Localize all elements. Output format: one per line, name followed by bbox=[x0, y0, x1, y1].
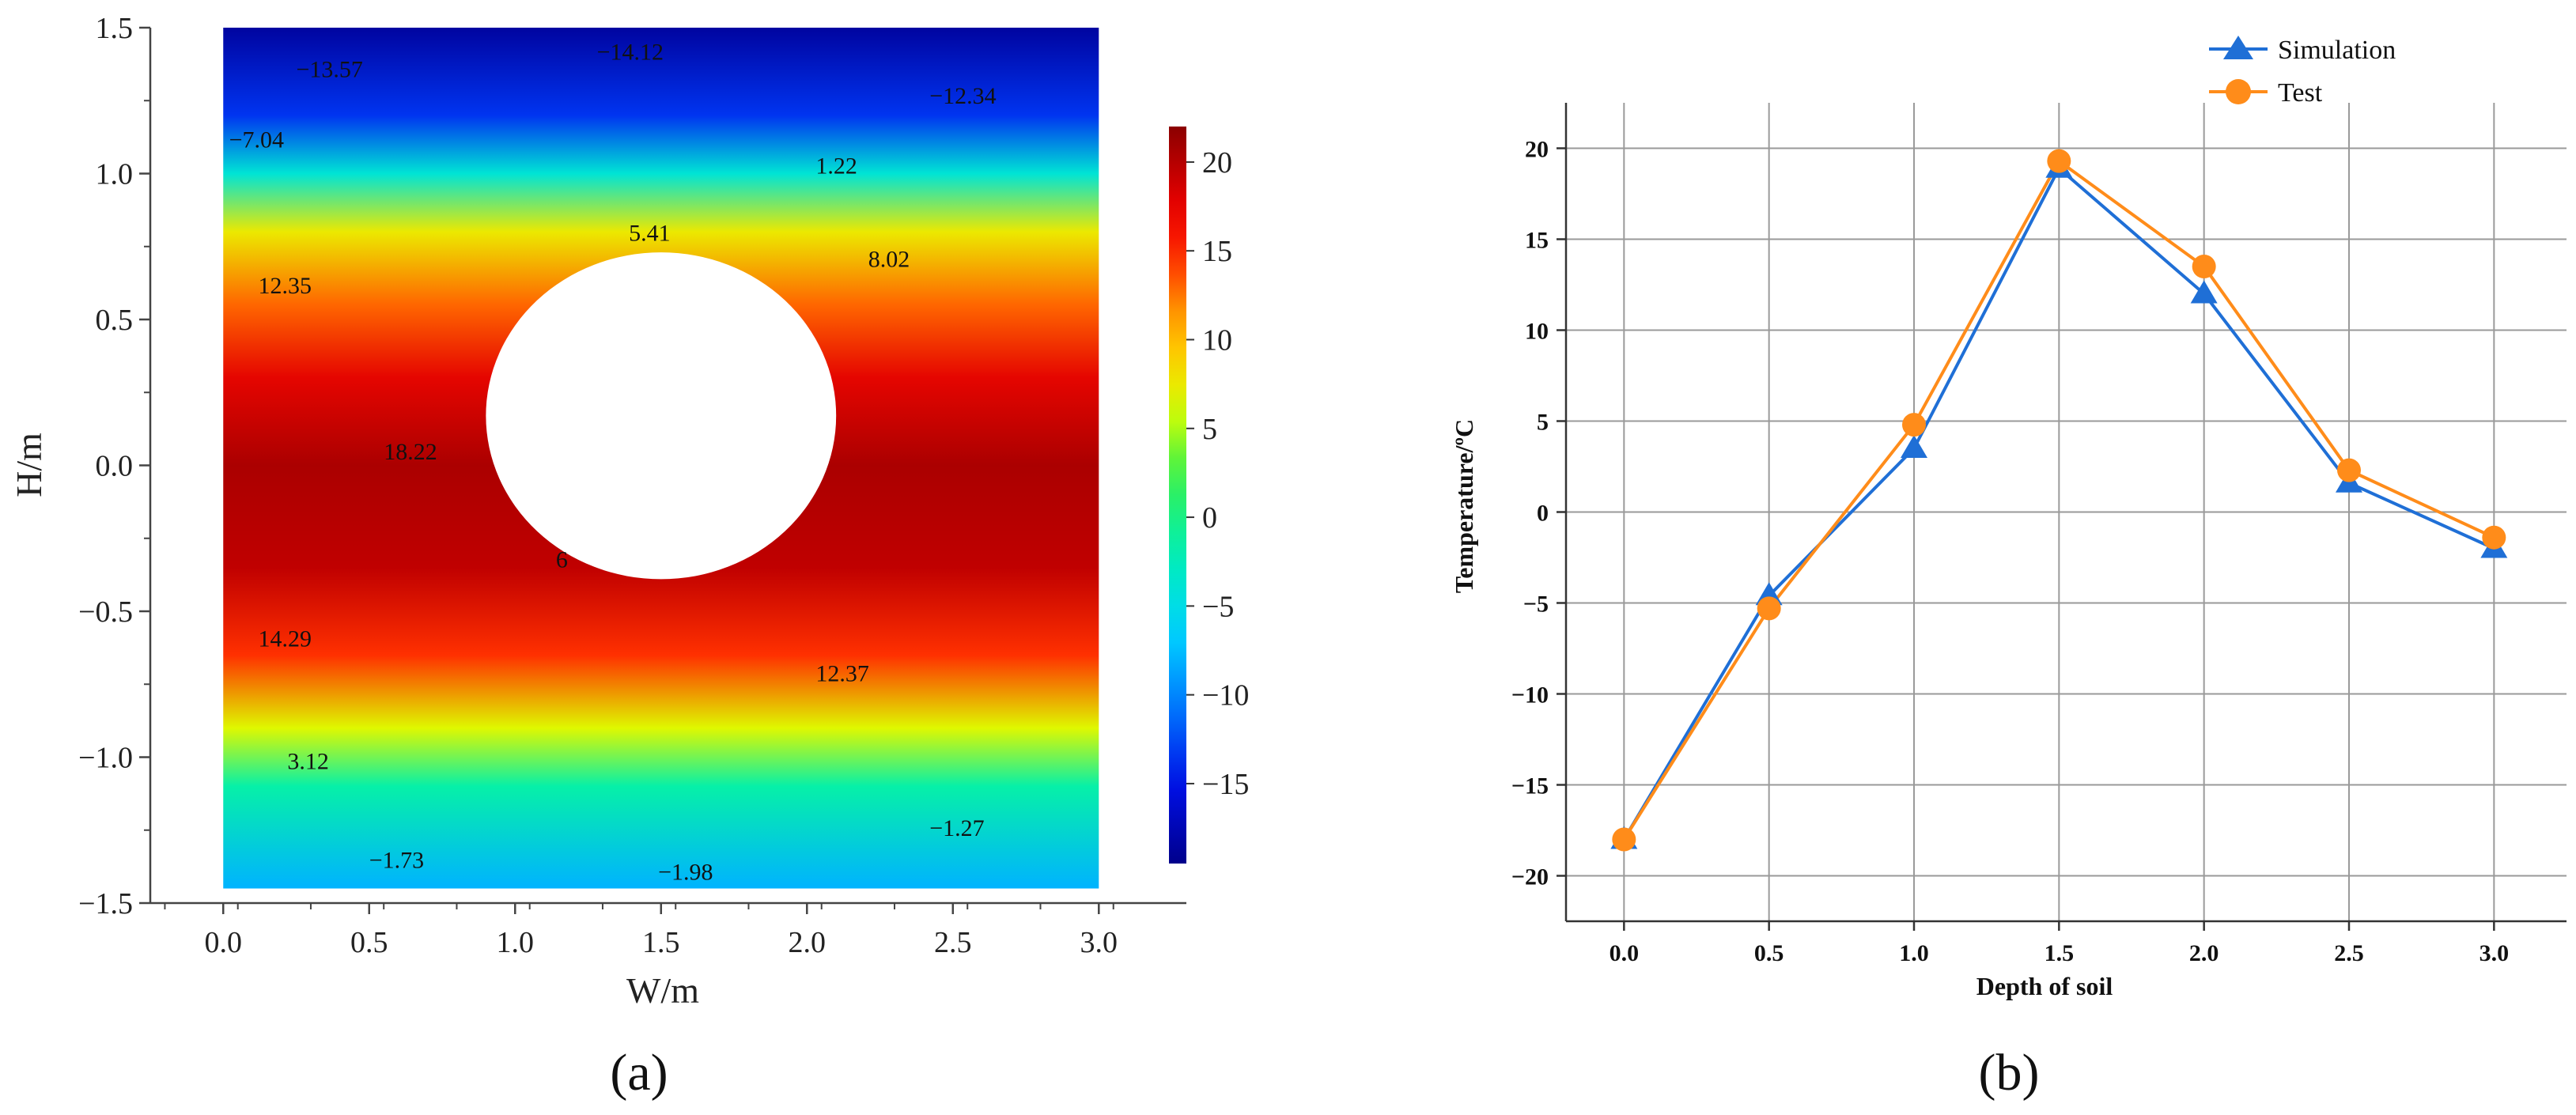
y-tick-label-b: −10 bbox=[1511, 682, 1549, 709]
contour-label: −7.04 bbox=[229, 127, 284, 153]
data-point-test bbox=[1757, 596, 1781, 621]
colorbar-tick-label: −15 bbox=[1202, 768, 1249, 801]
data-point-test bbox=[2337, 458, 2361, 482]
x-tick-label-b: 3.0 bbox=[2480, 940, 2510, 966]
y-tick-label-a: 0.5 bbox=[96, 304, 134, 337]
colorbar-tick-label: 15 bbox=[1202, 235, 1232, 268]
contour-label: −1.27 bbox=[929, 815, 984, 841]
x-tick-label-a: 2.5 bbox=[934, 926, 972, 959]
data-point-test bbox=[2482, 525, 2506, 550]
contour-label: 18.22 bbox=[384, 439, 437, 465]
contour-label: 14.29 bbox=[259, 626, 312, 652]
x-tick-label-a: 0.0 bbox=[205, 926, 243, 959]
x-tick-label-b: 1.0 bbox=[1899, 940, 1929, 966]
data-point-simulation bbox=[2190, 280, 2218, 304]
colorbar-tick-label: 0 bbox=[1202, 501, 1217, 535]
contour-label: 8.02 bbox=[868, 247, 910, 273]
contour-label: 6 bbox=[556, 547, 568, 573]
y-tick-label-a: 1.0 bbox=[96, 158, 134, 191]
contour-label: 3.12 bbox=[287, 748, 329, 774]
contour-label: 5.41 bbox=[629, 220, 671, 246]
data-point-test bbox=[2047, 149, 2071, 173]
data-point-test bbox=[1612, 827, 1636, 852]
data-point-test bbox=[2192, 255, 2216, 278]
colorbar-ticks: 20 15 10 5 0 −5 −10 −15 bbox=[1186, 146, 1249, 801]
y-tick-label-a: −0.5 bbox=[78, 595, 133, 629]
axis-ticks-b: 0.0 0.5 1.0 1.5 2.0 2.5 3.0 20 15 10 5 0 −5 −10 −15 −20 bbox=[1511, 137, 2509, 967]
x-tick-label-a: 1.0 bbox=[497, 926, 535, 959]
legend: Simulation Test bbox=[2209, 36, 2396, 108]
x-tick-label-b: 2.0 bbox=[2189, 940, 2219, 966]
y-tick-label-b: −15 bbox=[1511, 773, 1549, 799]
y-tick-label-b: −5 bbox=[1523, 592, 1549, 618]
y-axis-title-b: Temperature/ºC bbox=[1450, 419, 1478, 593]
y-axis-title-a: H/m bbox=[9, 433, 49, 497]
pipe-hole bbox=[486, 252, 837, 580]
x-axis-title-b: Depth of soil bbox=[1976, 972, 2113, 1000]
contour-label: −1.73 bbox=[369, 848, 424, 874]
data-point-simulation bbox=[1901, 435, 1927, 458]
x-tick-label-a: 3.0 bbox=[1080, 926, 1118, 959]
legend-marker-test bbox=[2226, 79, 2251, 104]
panel-b-line-chart: 0.0 0.5 1.0 1.5 2.0 2.5 3.0 20 15 10 5 0 −5 −10 −15 −20… bbox=[1450, 36, 2567, 1102]
contour-label: 12.37 bbox=[815, 661, 869, 687]
legend-label-test: Test bbox=[2278, 78, 2323, 108]
y-tick-label-b: −20 bbox=[1511, 864, 1549, 890]
y-tick-label-b: 15 bbox=[1525, 228, 1549, 254]
y-tick-label-b: 5 bbox=[1537, 410, 1549, 436]
panel-label-b: (b) bbox=[1979, 1044, 2040, 1102]
x-tick-label-b: 0.5 bbox=[1754, 940, 1784, 966]
colorbar-tick-label: 20 bbox=[1202, 146, 1232, 180]
y-tick-label-b: 20 bbox=[1525, 137, 1549, 163]
series-lines bbox=[1610, 149, 2508, 852]
contour-label: 12.35 bbox=[259, 273, 312, 299]
contour-labels: −13.57 −14.12 −12.34 −7.04 1.22 5.41 8.02 12.35… bbox=[229, 40, 997, 886]
colorbar-tick-label: −5 bbox=[1202, 590, 1234, 623]
y-tick-label-a: 1.5 bbox=[96, 12, 134, 45]
y-tick-label-a: 0.0 bbox=[96, 450, 134, 483]
contour-label: 1.22 bbox=[815, 153, 857, 180]
x-axis-title-a: W/m bbox=[626, 970, 699, 1011]
x-tick-label-a: 1.5 bbox=[642, 926, 680, 959]
y-tick-label-a: −1.0 bbox=[78, 742, 133, 775]
legend-marker-simulation bbox=[2223, 36, 2253, 59]
colorbar bbox=[1169, 127, 1186, 864]
x-tick-label-b: 2.5 bbox=[2334, 940, 2364, 966]
x-tick-label-a: 0.5 bbox=[350, 926, 388, 959]
y-tick-label-b: 10 bbox=[1525, 319, 1549, 345]
y-tick-label-a: −1.5 bbox=[78, 887, 133, 920]
contour-label: −14.12 bbox=[597, 40, 664, 66]
x-tick-label-b: 1.5 bbox=[2045, 940, 2075, 966]
contour-label: −1.98 bbox=[658, 859, 713, 885]
contour-label: −13.57 bbox=[297, 57, 363, 83]
panel-label-a: (a) bbox=[610, 1044, 668, 1102]
x-tick-label-b: 0.0 bbox=[1610, 940, 1640, 966]
panel-a-temperature-field: −13.57 −14.12 −12.34 −7.04 1.22 5.41 8.02 12.35… bbox=[9, 12, 1249, 1102]
x-tick-label-a: 2.0 bbox=[789, 926, 827, 959]
colorbar-tick-label: 5 bbox=[1202, 413, 1217, 446]
y-tick-label-b: 0 bbox=[1537, 501, 1549, 527]
legend-label-simulation: Simulation bbox=[2278, 36, 2396, 65]
data-point-test bbox=[1902, 413, 1926, 437]
axis-ticks-a: 0.0 0.5 1.0 1.5 2.0 2.5 3.0 1.5 1.0 0.5 0.0 −0.5 −1.… bbox=[78, 12, 1118, 959]
colorbar-tick-label: 10 bbox=[1202, 323, 1232, 357]
contour-label: −12.34 bbox=[929, 83, 996, 109]
grid-b bbox=[1566, 103, 2567, 921]
colorbar-tick-label: −10 bbox=[1202, 679, 1249, 712]
